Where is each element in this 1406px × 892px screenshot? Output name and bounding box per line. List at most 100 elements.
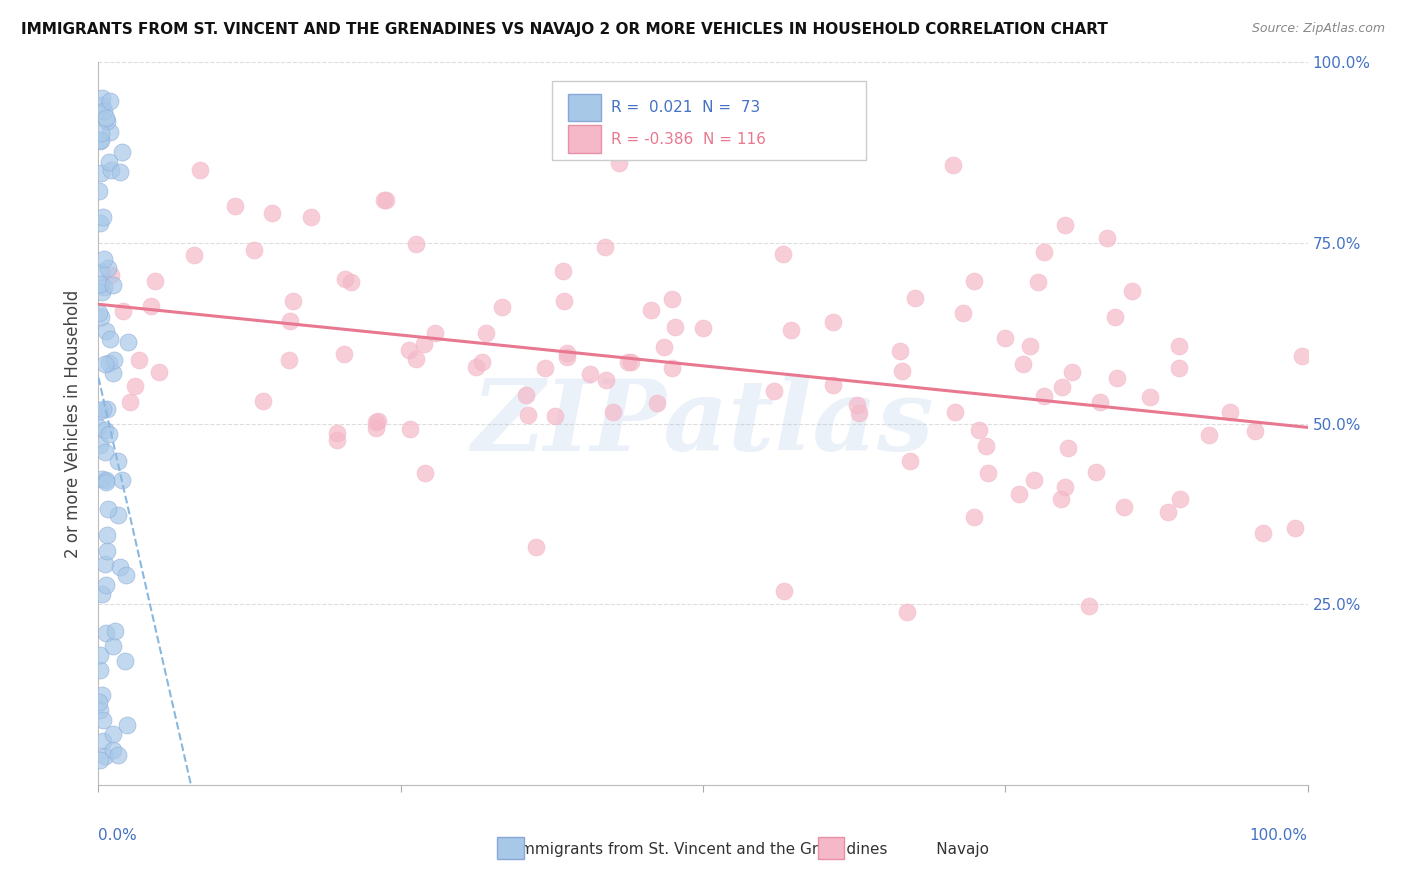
Point	[96, 473, 118, 487]
Point	[224, 199, 246, 213]
Point	[252, 393, 274, 408]
Point	[90, 688, 112, 702]
Point	[90, 133, 112, 147]
Point	[93, 252, 115, 266]
Point	[405, 351, 427, 366]
Point	[243, 243, 266, 257]
Text: R = -0.386  N = 116: R = -0.386 N = 116	[612, 131, 766, 146]
Point	[413, 466, 436, 480]
Point	[91, 733, 114, 747]
Point	[1050, 492, 1073, 507]
Point	[89, 306, 111, 320]
Point	[115, 718, 138, 732]
Point	[366, 421, 388, 435]
Point	[977, 466, 1000, 480]
Point	[94, 111, 117, 125]
Bar	[498, 837, 524, 859]
Point	[183, 247, 205, 261]
Point	[124, 379, 146, 393]
Point	[1088, 394, 1111, 409]
Point	[141, 299, 163, 313]
Point	[100, 163, 122, 178]
Point	[108, 164, 131, 178]
Point	[94, 423, 117, 437]
Point	[260, 206, 283, 220]
Point	[90, 91, 112, 105]
Point	[534, 360, 557, 375]
Point	[90, 310, 112, 324]
Point	[823, 315, 845, 329]
Point	[96, 402, 118, 417]
Point	[335, 271, 357, 285]
Point	[90, 97, 112, 112]
Point	[553, 263, 575, 277]
Point	[1168, 339, 1191, 353]
Point	[413, 337, 436, 351]
Point	[465, 359, 488, 374]
Text: ZIPatlas: ZIPatlas	[472, 376, 934, 472]
Text: R =  0.021  N =  73: R = 0.021 N = 73	[612, 100, 761, 115]
Point	[103, 278, 125, 293]
Point	[664, 319, 686, 334]
Point	[398, 422, 420, 436]
Point	[963, 509, 986, 524]
Point	[553, 294, 575, 309]
Point	[98, 125, 121, 139]
Point	[974, 439, 997, 453]
Point	[1139, 390, 1161, 404]
Point	[652, 340, 675, 354]
Point	[93, 713, 115, 727]
Text: Source: ZipAtlas.com: Source: ZipAtlas.com	[1251, 22, 1385, 36]
Point	[89, 753, 111, 767]
Point	[98, 155, 121, 169]
Point	[1026, 275, 1049, 289]
Point	[595, 372, 617, 386]
Point	[148, 365, 170, 379]
Point	[994, 331, 1017, 345]
Point	[111, 473, 134, 487]
Point	[278, 314, 301, 328]
Point	[115, 567, 138, 582]
Point	[96, 324, 118, 338]
Point	[90, 472, 112, 486]
Point	[326, 425, 349, 440]
Point	[98, 95, 121, 109]
Point	[108, 560, 131, 574]
Point	[617, 355, 640, 369]
Point	[107, 453, 129, 467]
Point	[103, 639, 125, 653]
Point	[114, 654, 136, 668]
Point	[96, 544, 118, 558]
Point	[111, 304, 134, 318]
Point	[103, 727, 125, 741]
Point	[98, 332, 121, 346]
Point	[544, 409, 567, 423]
Point	[1053, 480, 1076, 494]
Point	[763, 384, 786, 399]
Point	[967, 423, 990, 437]
Point	[107, 748, 129, 763]
Point	[96, 114, 118, 128]
Point	[602, 405, 624, 419]
Point	[471, 355, 494, 369]
Point	[89, 703, 111, 717]
Point	[491, 300, 513, 314]
Point	[100, 268, 122, 282]
Point	[332, 347, 354, 361]
Point	[98, 426, 121, 441]
Point	[1011, 357, 1033, 371]
Point	[107, 508, 129, 522]
Point	[93, 280, 115, 294]
Point	[1168, 360, 1191, 375]
Point	[89, 663, 111, 677]
Bar	[568, 125, 602, 153]
Point	[607, 156, 630, 170]
Point	[1121, 284, 1143, 298]
Point	[373, 193, 395, 207]
Point	[97, 356, 120, 370]
Point	[90, 586, 112, 600]
Point	[423, 326, 446, 341]
Point	[89, 277, 111, 291]
Point	[277, 352, 299, 367]
Point	[661, 292, 683, 306]
